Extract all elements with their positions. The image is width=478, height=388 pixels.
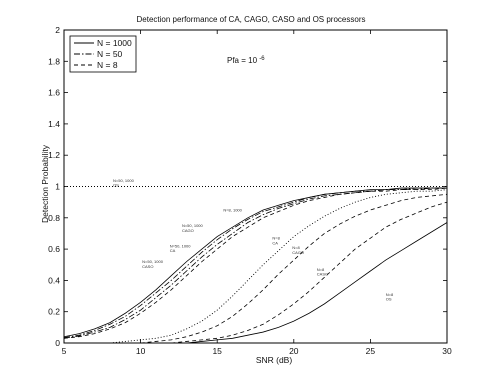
curve-annotation-3: N=50, 1000	[182, 223, 204, 228]
curve-annotation-2: N=8, 1000	[223, 208, 242, 213]
series-line-6	[140, 193, 448, 344]
tick-layer: 5 10 15 20 25 30 0 0.2 0.4 0.6 0.8 1 1.2 1.4 1.6 1.8 2	[48, 25, 452, 356]
legend: N = 1000 N = 50 N = 8	[69, 35, 137, 73]
legend-label-n1000: N = 1000	[97, 38, 132, 48]
series-line-3	[63, 187, 447, 339]
y-tick-label-7: 1.4	[48, 119, 60, 129]
y-tick-label-10: 2	[55, 25, 60, 35]
y-tick-label-4: 0.8	[48, 213, 60, 223]
y-tick-label-0: 0	[55, 338, 60, 348]
x-tick-label-3: 20	[289, 346, 299, 356]
series-layer	[63, 186, 448, 344]
curve-annotation-8: CASO	[142, 264, 153, 269]
pfa-annotation: Pfa = 10 -6	[227, 56, 265, 65]
pfa-prefix: Pfa = 10	[227, 56, 258, 65]
curve-annotation-6: CA	[170, 248, 176, 253]
curve-annotation-0: N=50, 1000	[113, 178, 135, 183]
y-axis-label: Detection Probability	[40, 144, 50, 223]
series-line-4	[63, 187, 448, 339]
y-tick-label-1: 0.2	[48, 307, 60, 317]
curve-annotation-10: CA	[272, 240, 278, 245]
y-tick-label-2: 0.4	[48, 275, 60, 285]
plot-area: 5 10 15 20 25 30 0 0.2 0.4 0.6 0.8 1 1.2 1.4 1.6 1.8 2 N…	[48, 25, 452, 356]
legend-label-n50: N = 50	[97, 49, 123, 59]
y-tick-label-6: 1.2	[48, 150, 60, 160]
y-tick-label-9: 1.8	[48, 56, 60, 66]
curve-annotation-11: N=8	[292, 245, 300, 250]
curve-annotation-4: CAGO	[182, 228, 194, 233]
x-tick-label-0: 5	[62, 346, 67, 356]
curve-annotation-1: OS	[113, 183, 119, 188]
x-axis-label: SNR (dB)	[256, 355, 293, 365]
chart-title: Detection performance of CA, CAGO, CASO …	[137, 15, 366, 24]
curve-annotation-5: N=50, 1000	[170, 244, 192, 249]
y-tick-label-3: 0.6	[48, 244, 60, 254]
legend-label-n8: N = 8	[97, 60, 118, 70]
legend-box	[69, 35, 137, 73]
series-line-7	[171, 201, 448, 344]
pfa-exponent: -6	[259, 56, 265, 62]
curve-annotation-13: N=8	[317, 267, 325, 272]
curve-annotation-16: OS	[386, 297, 392, 302]
curve-annotation-12: CAGO	[292, 250, 304, 255]
curve-annotation-14: CASO	[317, 272, 328, 277]
series-line-8	[186, 222, 448, 344]
curve-annotation-7: N=50, 1000	[142, 259, 164, 264]
x-tick-label-1: 10	[136, 346, 146, 356]
curve-annotation-9: N=8	[272, 236, 280, 241]
y-tick-label-5: 1	[55, 182, 60, 192]
curve-annotation-15: N=8	[386, 292, 394, 297]
y-tick-label-8: 1.6	[48, 88, 60, 98]
x-tick-label-5: 30	[442, 346, 452, 356]
x-tick-label-4: 25	[366, 346, 376, 356]
x-tick-label-2: 15	[212, 346, 222, 356]
